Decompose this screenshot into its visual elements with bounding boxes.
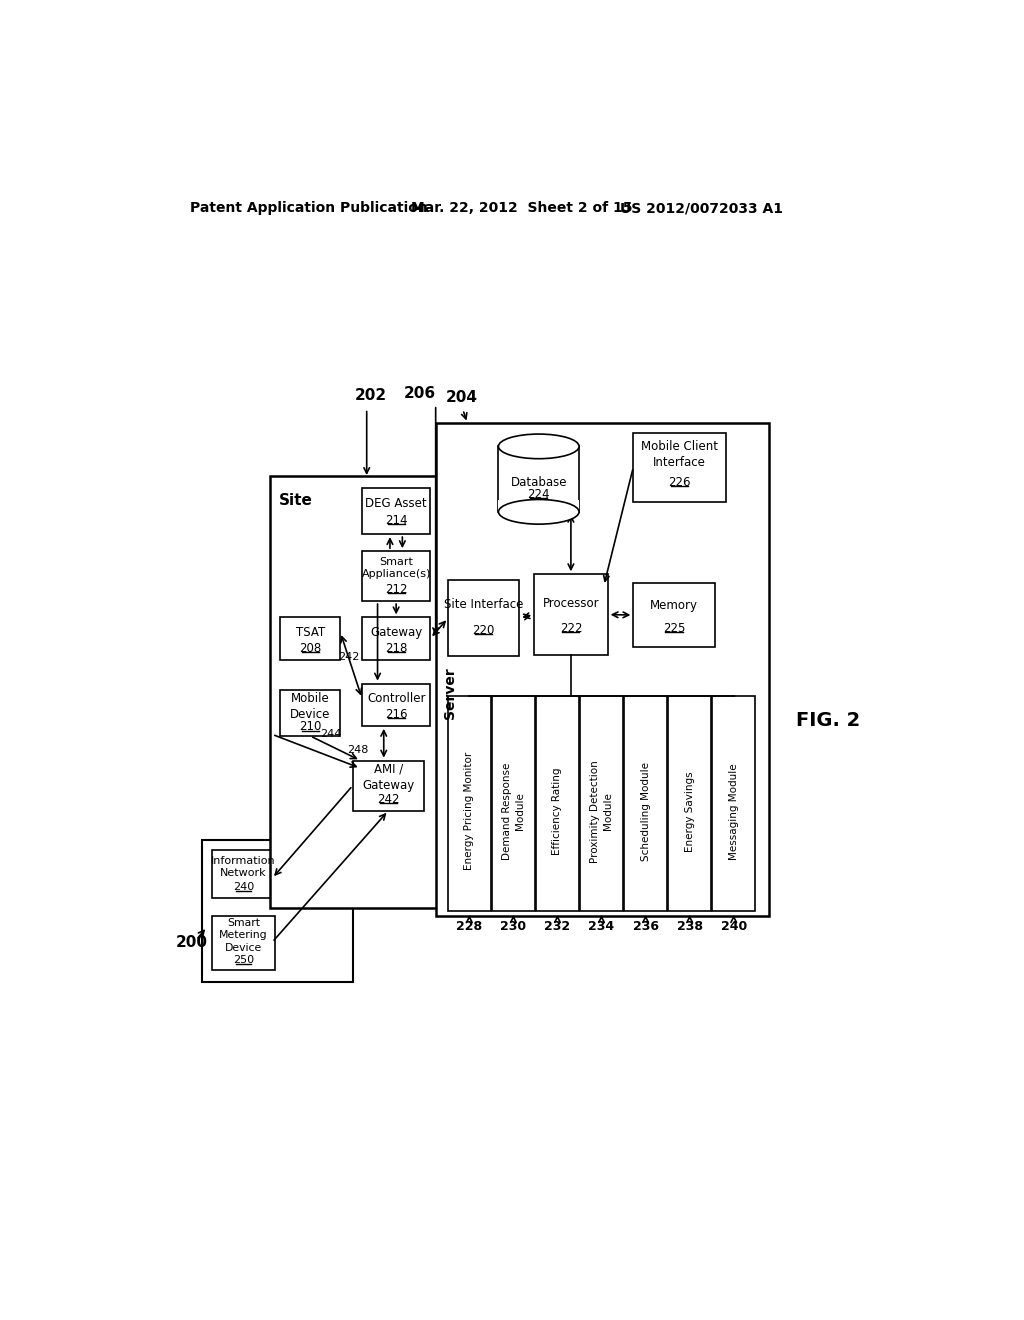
Ellipse shape	[499, 499, 579, 524]
Text: Scheduling Module: Scheduling Module	[641, 762, 650, 861]
Text: 208: 208	[299, 642, 322, 655]
Text: 204: 204	[445, 389, 478, 405]
Text: Patent Application Publication: Patent Application Publication	[190, 202, 428, 215]
Text: 236: 236	[633, 920, 658, 933]
Text: 232: 232	[545, 920, 570, 933]
Text: 244: 244	[321, 730, 342, 739]
Bar	[581, 696, 623, 911]
Text: Energy Pricing Monitor: Energy Pricing Monitor	[464, 752, 474, 870]
Bar	[202, 840, 352, 982]
Bar	[362, 488, 430, 535]
Text: 228: 228	[457, 920, 482, 933]
Bar	[633, 583, 715, 647]
Bar	[633, 433, 726, 502]
Text: 216: 216	[385, 708, 408, 721]
Ellipse shape	[499, 434, 579, 459]
Bar	[493, 696, 535, 911]
Bar	[449, 581, 519, 656]
Bar	[499, 500, 579, 511]
Text: 242: 242	[338, 652, 359, 663]
Bar	[270, 475, 442, 908]
Text: 210: 210	[299, 721, 322, 733]
Text: 240: 240	[232, 882, 254, 892]
Text: 240: 240	[721, 920, 746, 933]
Text: 242: 242	[377, 792, 399, 805]
Text: 218: 218	[385, 642, 408, 655]
Text: 230: 230	[501, 920, 526, 933]
Text: 200: 200	[176, 935, 208, 950]
Text: 222: 222	[560, 622, 583, 635]
Text: Mobile Client
Interface: Mobile Client Interface	[641, 440, 718, 469]
Text: DEG Asset: DEG Asset	[366, 496, 427, 510]
Bar	[537, 696, 579, 911]
Text: Energy Savings: Energy Savings	[685, 771, 694, 851]
Text: 248: 248	[347, 744, 368, 755]
Text: TSAT: TSAT	[296, 626, 325, 639]
Text: Information
Network: Information Network	[211, 855, 275, 878]
Text: Gateway: Gateway	[370, 626, 422, 639]
Text: Mobile
Device: Mobile Device	[290, 692, 331, 721]
Bar	[499, 446, 579, 512]
Bar	[280, 618, 340, 660]
Bar	[362, 618, 430, 660]
Text: Memory: Memory	[650, 598, 698, 611]
Text: AMI /
Gateway: AMI / Gateway	[362, 763, 415, 792]
Bar	[362, 684, 430, 726]
Text: Smart
Metering
Device: Smart Metering Device	[219, 917, 268, 953]
Text: FIG. 2: FIG. 2	[796, 711, 860, 730]
Text: Messaging Module: Messaging Module	[729, 763, 738, 859]
Text: Site Interface: Site Interface	[444, 598, 523, 611]
Bar	[669, 696, 711, 911]
Bar	[435, 424, 769, 916]
Text: Proximity Detection
Module: Proximity Detection Module	[590, 760, 612, 863]
Text: 225: 225	[663, 622, 685, 635]
Bar	[449, 696, 490, 911]
Text: 220: 220	[472, 624, 495, 638]
Text: 226: 226	[669, 477, 691, 490]
Text: 212: 212	[385, 583, 408, 597]
Text: 250: 250	[232, 954, 254, 965]
Text: 202: 202	[355, 388, 387, 403]
Text: Database: Database	[511, 475, 567, 488]
Text: 224: 224	[527, 488, 550, 502]
Text: Controller: Controller	[367, 693, 425, 705]
Bar	[352, 760, 424, 810]
Text: Efficiency Rating: Efficiency Rating	[553, 768, 562, 855]
Bar	[212, 850, 275, 898]
Bar	[535, 574, 607, 655]
Text: Processor: Processor	[543, 597, 599, 610]
Text: Site: Site	[280, 492, 313, 508]
Text: Smart
Appliance(s): Smart Appliance(s)	[361, 557, 431, 579]
Text: Server: Server	[442, 667, 457, 718]
Text: 234: 234	[589, 920, 614, 933]
Bar	[625, 696, 667, 911]
Text: 206: 206	[403, 385, 435, 401]
Bar	[280, 689, 340, 737]
Bar	[362, 552, 430, 601]
Text: Mar. 22, 2012  Sheet 2 of 15: Mar. 22, 2012 Sheet 2 of 15	[411, 202, 633, 215]
Text: Demand Response
Module: Demand Response Module	[502, 763, 524, 861]
Text: 238: 238	[677, 920, 702, 933]
Bar	[212, 916, 275, 970]
Text: 214: 214	[385, 513, 408, 527]
Text: US 2012/0072033 A1: US 2012/0072033 A1	[621, 202, 783, 215]
Bar	[713, 696, 755, 911]
